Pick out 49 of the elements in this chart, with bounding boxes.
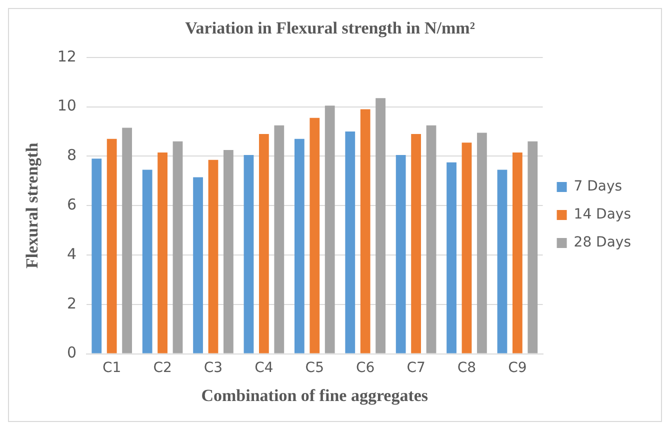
- bar: [396, 154, 406, 354]
- bar: [274, 125, 284, 354]
- legend-label: 28 Days: [574, 234, 631, 251]
- y-axis-title: Flexural strength: [22, 142, 42, 268]
- bar: [208, 160, 218, 354]
- legend-label: 7 Days: [574, 178, 622, 195]
- x-tick-label: C3: [204, 360, 223, 376]
- bar: [376, 98, 386, 354]
- y-tick-label: 8: [66, 146, 76, 164]
- bar: [294, 138, 304, 354]
- x-tick-label: C7: [406, 360, 426, 376]
- bar: [528, 141, 538, 354]
- x-tick-label: C8: [457, 360, 476, 376]
- bar: [224, 150, 234, 354]
- y-tick-label: 10: [57, 96, 76, 115]
- bar: [477, 132, 487, 354]
- bar: [106, 138, 117, 354]
- bar: [446, 162, 456, 354]
- bar: [122, 128, 132, 354]
- y-tick-label: 4: [66, 244, 76, 263]
- x-tick-label: C1: [102, 360, 122, 376]
- y-tick-label: 0: [66, 344, 76, 362]
- bar: [411, 134, 421, 354]
- y-tick-label: 6: [66, 195, 76, 214]
- bar: [360, 109, 370, 354]
- x-axis-title: Combination of fine aggregates: [201, 386, 428, 406]
- bar: [142, 170, 152, 354]
- bar: [259, 134, 269, 354]
- bar: [426, 125, 436, 354]
- x-tick-label: C5: [305, 360, 324, 376]
- x-tick-label: C4: [254, 360, 274, 376]
- bar: [158, 152, 168, 354]
- bar: [512, 152, 522, 354]
- bar: [92, 158, 102, 354]
- bar: [310, 118, 320, 354]
- bar: [172, 141, 183, 354]
- bar: [193, 177, 203, 354]
- bar: [497, 170, 508, 354]
- chart-title: Variation in Flexural strength in N/mm²: [185, 18, 475, 38]
- x-tick-label: C9: [508, 360, 527, 376]
- bar: [462, 142, 472, 354]
- x-tick-label: C2: [153, 360, 172, 376]
- bar: [345, 132, 356, 354]
- y-tick-label: 2: [66, 294, 76, 312]
- y-tick-label: 12: [57, 47, 76, 66]
- bar: [244, 154, 254, 354]
- legend-label: 14 Days: [574, 206, 631, 223]
- x-tick-label: C6: [356, 360, 375, 376]
- bar: [324, 106, 335, 354]
